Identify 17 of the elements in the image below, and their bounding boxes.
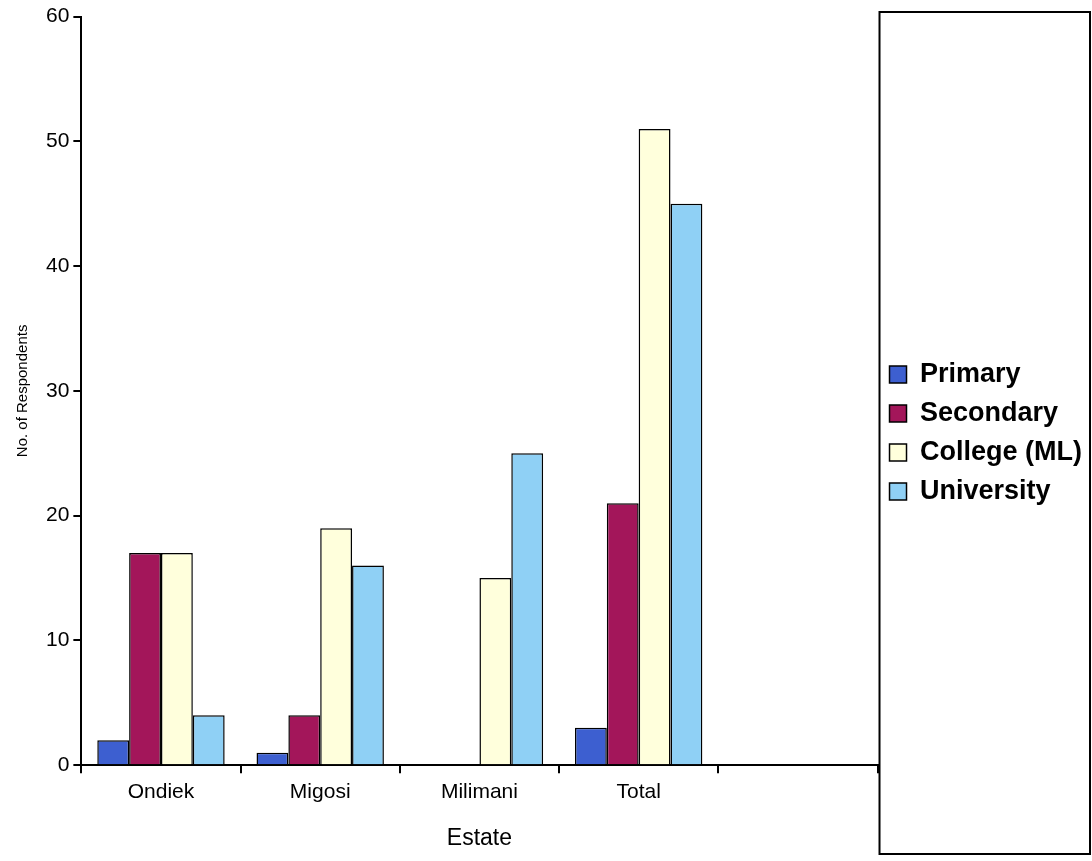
x-tick-label: Migosi: [289, 778, 351, 802]
y-tick-label: 40: [46, 252, 70, 276]
y-tick-label: 10: [46, 627, 70, 651]
y-tick-label: 30: [46, 377, 70, 401]
x-tick-label: Ondiek: [127, 778, 195, 802]
legend-label: College (ML): [920, 435, 1083, 466]
y-tick-label: 0: [57, 752, 70, 775]
y-tick-label: 20: [46, 502, 70, 526]
y-tick-label: 60: [46, 3, 70, 27]
legend-label: Primary: [920, 357, 1021, 388]
x-tick-label: Total: [616, 778, 661, 802]
y-axis-title: No. of Respondents: [13, 324, 31, 458]
x-axis-title: Estate: [446, 823, 513, 850]
legend-label: Secondary: [920, 396, 1059, 427]
x-tick-label: Milimani: [440, 778, 518, 802]
legend-label: University: [920, 474, 1051, 505]
y-tick-label: 50: [46, 128, 70, 152]
